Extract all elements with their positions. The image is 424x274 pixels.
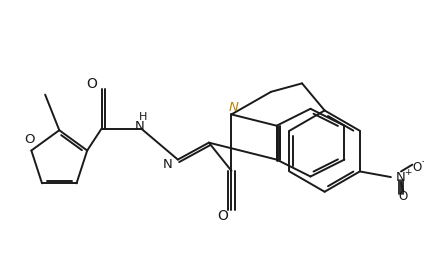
Text: +: + xyxy=(404,168,412,177)
Text: O: O xyxy=(86,78,98,92)
Text: -: - xyxy=(422,157,424,166)
Text: H: H xyxy=(139,112,147,122)
Text: O: O xyxy=(412,161,421,174)
Text: N: N xyxy=(229,101,239,114)
Text: N: N xyxy=(396,171,406,184)
Text: O: O xyxy=(217,209,228,223)
Text: O: O xyxy=(399,190,408,203)
Text: N: N xyxy=(163,158,173,171)
Text: N: N xyxy=(135,120,145,133)
Text: O: O xyxy=(24,133,34,146)
